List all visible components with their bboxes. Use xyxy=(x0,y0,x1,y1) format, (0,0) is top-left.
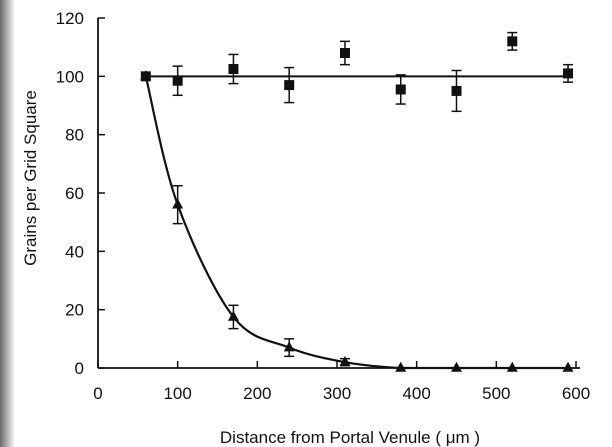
square-marker xyxy=(395,84,406,95)
y-tick-label: 100 xyxy=(56,67,84,86)
triangle-marker xyxy=(506,361,518,372)
x-tick-label: 500 xyxy=(482,384,510,403)
fit-line-curve xyxy=(144,76,569,370)
square-marker xyxy=(563,68,574,79)
triangle-marker xyxy=(339,355,351,366)
square-marker xyxy=(507,36,518,47)
y-tick-label: 120 xyxy=(56,9,84,28)
x-tick-label: 400 xyxy=(402,384,430,403)
x-ticks: 0 100 200 300 400 500 600 xyxy=(93,361,590,403)
fit-lines xyxy=(144,75,569,370)
scanned-photo-edge xyxy=(0,0,14,447)
triangle-marker xyxy=(172,198,184,209)
triangle-marker xyxy=(283,341,295,352)
y-axis-title: Grains per Grid Square xyxy=(21,90,40,266)
x-tick-label: 100 xyxy=(163,384,191,403)
y-tick-label: 60 xyxy=(65,184,84,203)
y-tick-label: 0 xyxy=(75,359,84,378)
x-tick-label: 300 xyxy=(323,384,351,403)
y-ticks: 0 20 40 60 80 100 120 xyxy=(56,9,105,378)
square-marker xyxy=(339,48,350,58)
y-tick-label: 20 xyxy=(65,301,84,320)
square-marker xyxy=(228,64,239,75)
square-marker xyxy=(284,80,295,91)
triangle-marker xyxy=(451,361,462,372)
square-marker xyxy=(172,75,183,86)
square-marker xyxy=(451,85,462,96)
x-tick-label: 0 xyxy=(93,384,102,403)
x-tick-label: 200 xyxy=(243,384,271,403)
axes: 0 20 40 60 80 100 120 0 100 200 300 400 500 600 xyxy=(56,9,591,403)
triangle-marker xyxy=(140,70,152,81)
x-tick-label: 600 xyxy=(562,384,590,403)
triangle-marker xyxy=(562,361,574,372)
x-axis-title: Distance from Portal Venule ( μm ) xyxy=(220,428,480,447)
data-points xyxy=(140,36,574,372)
y-tick-label: 40 xyxy=(65,242,84,261)
triangle-marker xyxy=(395,361,407,372)
y-tick-label: 80 xyxy=(65,126,84,145)
triangle-marker xyxy=(227,310,239,321)
